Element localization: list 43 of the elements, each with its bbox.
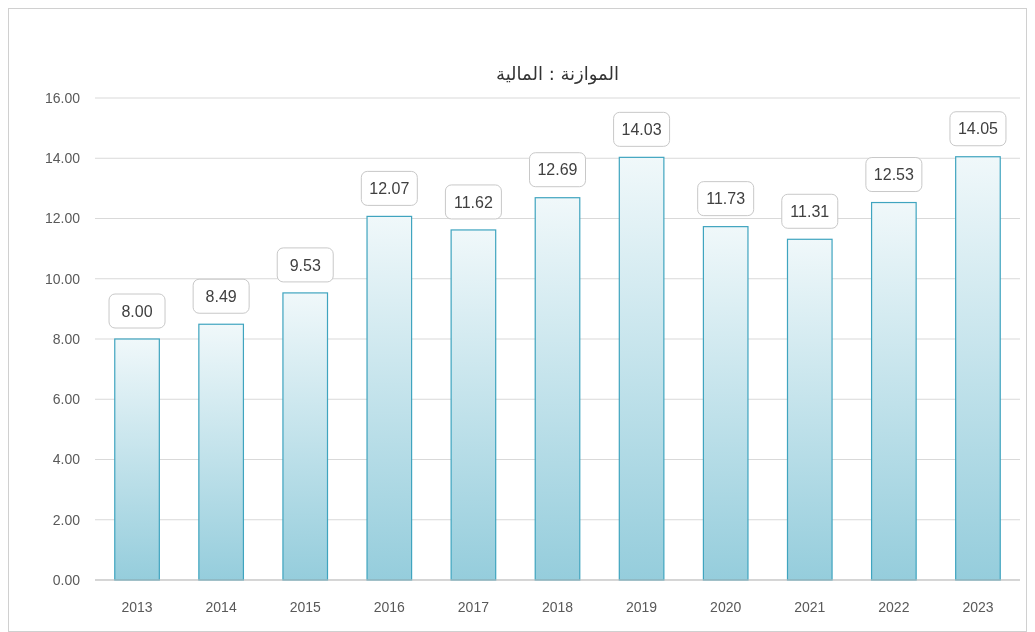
x-tick-label: 2019 xyxy=(626,599,658,615)
data-label: 12.07 xyxy=(369,179,410,197)
y-tick-label: 2.00 xyxy=(52,511,81,528)
y-tick-label: 12.00 xyxy=(44,210,81,227)
y-tick-label: 10.00 xyxy=(44,270,81,287)
data-label: 8.00 xyxy=(121,302,153,320)
x-tick-label: 2021 xyxy=(794,599,826,615)
x-tick-label: 2013 xyxy=(121,599,153,615)
x-tick-label: 2015 xyxy=(289,599,322,615)
y-tick-label: 0.00 xyxy=(52,571,81,588)
y-tick-label: 8.00 xyxy=(52,330,81,347)
bar xyxy=(702,226,749,581)
x-tick-label: 2017 xyxy=(457,599,490,615)
data-label: 11.73 xyxy=(706,190,746,208)
bar xyxy=(870,201,917,581)
data-label: 11.62 xyxy=(453,193,493,211)
data-label: 8.49 xyxy=(205,287,237,305)
y-tick-label: 16.00 xyxy=(44,89,81,106)
data-label: 14.03 xyxy=(621,120,662,138)
data-label: 12.69 xyxy=(537,161,578,179)
bar xyxy=(282,292,329,581)
x-tick-label: 2016 xyxy=(373,599,406,615)
x-tick-label: 2023 xyxy=(962,599,994,615)
bar xyxy=(366,215,413,581)
bar xyxy=(450,229,497,581)
bar xyxy=(618,156,665,581)
bar xyxy=(534,197,581,581)
y-tick-label: 6.00 xyxy=(52,391,81,408)
x-tick-label: 2014 xyxy=(205,599,237,615)
chart-title: الموازنة : المالية xyxy=(496,63,619,85)
data-label: 11.31 xyxy=(790,202,830,220)
bar xyxy=(786,238,833,581)
y-tick-label: 4.00 xyxy=(52,451,81,468)
y-tick-label: 14.00 xyxy=(44,150,81,167)
x-tick-label: 2018 xyxy=(541,599,574,615)
bar xyxy=(955,156,1001,581)
bar xyxy=(114,338,160,581)
bar xyxy=(198,323,245,581)
x-tick-label: 2022 xyxy=(878,599,910,615)
data-label: 9.53 xyxy=(289,256,321,274)
x-tick-label: 2020 xyxy=(710,599,742,615)
data-label: 14.05 xyxy=(957,120,999,138)
data-label: 12.53 xyxy=(873,166,914,184)
